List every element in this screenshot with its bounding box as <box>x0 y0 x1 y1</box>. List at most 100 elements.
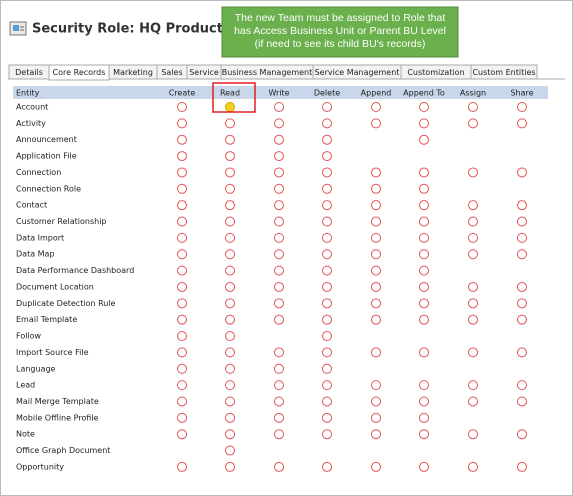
privilege-none[interactable] <box>274 380 284 391</box>
privilege-none[interactable] <box>322 232 332 243</box>
privilege-none[interactable] <box>371 314 381 325</box>
privilege-none[interactable] <box>274 200 284 211</box>
privilege-none[interactable] <box>371 298 381 309</box>
tab-label[interactable]: Details <box>15 68 43 77</box>
privilege-none[interactable] <box>274 216 284 227</box>
privilege-none[interactable] <box>274 118 284 129</box>
privilege-none[interactable] <box>419 134 429 145</box>
privilege-none[interactable] <box>225 380 235 391</box>
privilege-none[interactable] <box>468 232 478 243</box>
privilege-none[interactable] <box>468 347 478 358</box>
privilege-none[interactable] <box>371 249 381 260</box>
privilege-none[interactable] <box>225 363 235 374</box>
privilege-none[interactable] <box>274 298 284 309</box>
privilege-none[interactable] <box>419 102 429 112</box>
tab-label[interactable]: Core Records <box>53 68 106 77</box>
privilege-none[interactable] <box>419 281 429 292</box>
privilege-none[interactable] <box>419 412 429 423</box>
privilege-none[interactable] <box>225 396 235 407</box>
privilege-none[interactable] <box>322 331 332 342</box>
privilege-none[interactable] <box>274 265 284 276</box>
privilege-none[interactable] <box>322 314 332 325</box>
privilege-none[interactable] <box>225 216 235 227</box>
privilege-none[interactable] <box>225 183 235 194</box>
privilege-none[interactable] <box>322 396 332 407</box>
privilege-none[interactable] <box>274 314 284 325</box>
privilege-none[interactable] <box>371 167 381 178</box>
privilege-none[interactable] <box>468 118 478 129</box>
privilege-none[interactable] <box>225 445 235 456</box>
privilege-none[interactable] <box>177 183 187 194</box>
privilege-none[interactable] <box>371 380 381 391</box>
privilege-none[interactable] <box>517 216 527 227</box>
privilege-none[interactable] <box>517 314 527 325</box>
privilege-none[interactable] <box>177 347 187 358</box>
privilege-none[interactable] <box>517 429 527 440</box>
privilege-none[interactable] <box>468 461 478 472</box>
privilege-none[interactable] <box>419 183 429 194</box>
privilege-none[interactable] <box>419 380 429 391</box>
privilege-none[interactable] <box>225 265 235 276</box>
privilege-none[interactable] <box>322 412 332 423</box>
tab-label[interactable]: Sales <box>161 68 182 77</box>
privilege-none[interactable] <box>177 461 187 472</box>
privilege-none[interactable] <box>468 314 478 325</box>
privilege-none[interactable] <box>419 265 429 276</box>
privilege-none[interactable] <box>225 314 235 325</box>
privilege-none[interactable] <box>517 249 527 260</box>
privilege-none[interactable] <box>371 396 381 407</box>
privilege-none[interactable] <box>274 134 284 145</box>
privilege-none[interactable] <box>419 461 429 472</box>
privilege-none[interactable] <box>225 167 235 178</box>
privilege-none[interactable] <box>371 429 381 440</box>
privilege-none[interactable] <box>468 102 478 112</box>
privilege-none[interactable] <box>274 396 284 407</box>
privilege-none[interactable] <box>177 118 187 129</box>
privilege-none[interactable] <box>468 298 478 309</box>
privilege-none[interactable] <box>274 363 284 374</box>
privilege-none[interactable] <box>177 429 187 440</box>
privilege-none[interactable] <box>322 429 332 440</box>
privilege-none[interactable] <box>225 331 235 342</box>
privilege-none[interactable] <box>371 118 381 129</box>
privilege-none[interactable] <box>517 298 527 309</box>
privilege-none[interactable] <box>274 167 284 178</box>
privilege-none[interactable] <box>274 461 284 472</box>
privilege-none[interactable] <box>371 412 381 423</box>
privilege-none[interactable] <box>517 102 527 112</box>
privilege-none[interactable] <box>419 167 429 178</box>
tab-label[interactable]: Customization <box>407 68 464 77</box>
privilege-none[interactable] <box>225 118 235 129</box>
privilege-none[interactable] <box>177 412 187 423</box>
privilege-none[interactable] <box>468 396 478 407</box>
privilege-none[interactable] <box>371 102 381 112</box>
privilege-none[interactable] <box>322 249 332 260</box>
privilege-none[interactable] <box>322 461 332 472</box>
privilege-none[interactable] <box>322 298 332 309</box>
privilege-none[interactable] <box>177 331 187 342</box>
privilege-none[interactable] <box>225 134 235 145</box>
privilege-none[interactable] <box>371 265 381 276</box>
privilege-none[interactable] <box>274 347 284 358</box>
privilege-none[interactable] <box>517 347 527 358</box>
privilege-none[interactable] <box>517 200 527 211</box>
privilege-none[interactable] <box>322 363 332 374</box>
privilege-none[interactable] <box>468 167 478 178</box>
privilege-none[interactable] <box>225 412 235 423</box>
privilege-none[interactable] <box>468 281 478 292</box>
privilege-none[interactable] <box>322 167 332 178</box>
privilege-none[interactable] <box>274 249 284 260</box>
privilege-none[interactable] <box>225 232 235 243</box>
privilege-none[interactable] <box>419 200 429 211</box>
privilege-none[interactable] <box>322 151 332 162</box>
privilege-none[interactable] <box>322 183 332 194</box>
privilege-none[interactable] <box>468 249 478 260</box>
privilege-none[interactable] <box>274 102 284 112</box>
privilege-none[interactable] <box>177 265 187 276</box>
tab-label[interactable]: Service Management <box>315 68 400 77</box>
privilege-none[interactable] <box>517 232 527 243</box>
privilege-none[interactable] <box>177 134 187 145</box>
privilege-none[interactable] <box>177 396 187 407</box>
tab[interactable] <box>470 64 538 80</box>
privilege-none[interactable] <box>371 183 381 194</box>
